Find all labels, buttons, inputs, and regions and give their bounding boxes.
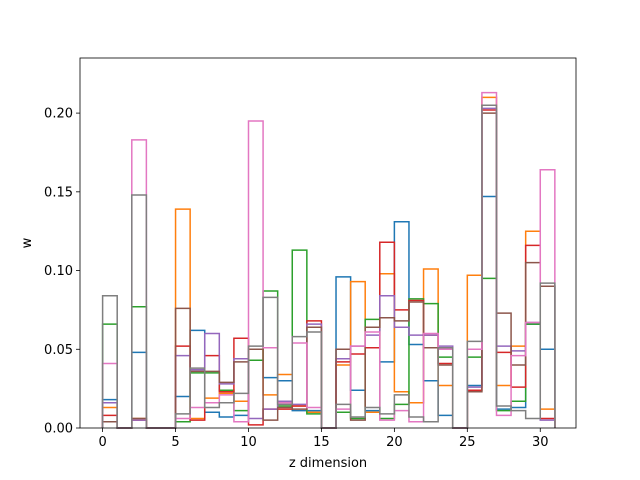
plot-frame xyxy=(79,57,577,429)
y-axis: 0.00 0.05 0.10 0.15 0.20 xyxy=(44,107,80,437)
x-tick-label: 30 xyxy=(532,435,549,450)
x-axis-label: z dimension xyxy=(289,456,367,471)
x-axis: 0 5 10 15 20 25 30 xyxy=(98,428,549,450)
y-tick-label: 0.20 xyxy=(44,107,73,122)
y-axis-label: w xyxy=(20,237,35,248)
y-tick-label: 0.05 xyxy=(44,343,73,358)
x-tick-label: 15 xyxy=(313,435,330,450)
y-tick-label: 0.15 xyxy=(44,185,73,200)
x-tick-label: 10 xyxy=(240,435,257,450)
x-tick-label: 20 xyxy=(386,435,403,450)
y-tick-label: 0.10 xyxy=(44,264,73,279)
x-tick-label: 0 xyxy=(98,435,106,450)
y-tick-label: 0.00 xyxy=(44,422,73,437)
x-tick-label: 25 xyxy=(459,435,476,450)
x-tick-label: 5 xyxy=(171,435,179,450)
